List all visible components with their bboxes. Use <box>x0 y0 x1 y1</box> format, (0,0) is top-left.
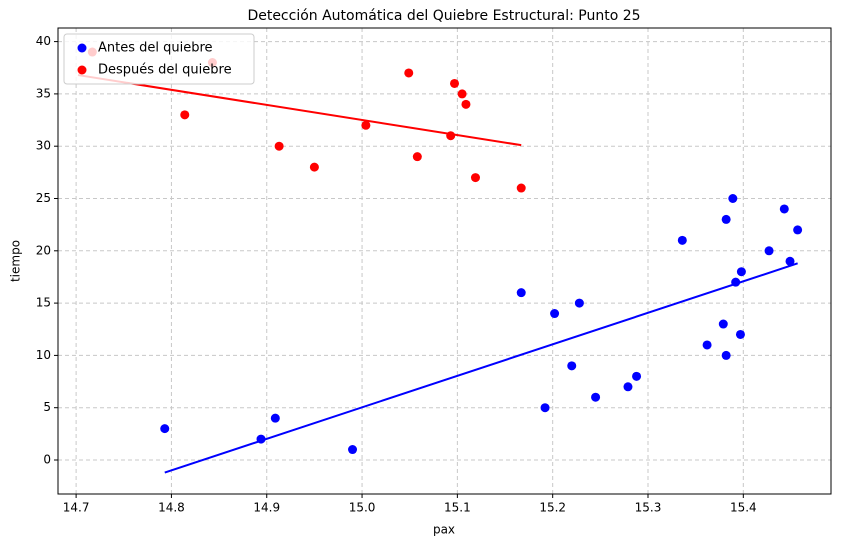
y-tick-label: 35 <box>36 86 51 100</box>
point <box>567 361 577 371</box>
y-tick-label: 25 <box>36 191 51 205</box>
point <box>718 319 728 329</box>
point <box>256 434 266 444</box>
x-tick-label: 15.1 <box>444 501 471 515</box>
point <box>735 329 745 339</box>
y-tick-label: 10 <box>36 348 51 362</box>
point <box>180 110 190 120</box>
point <box>457 89 467 99</box>
point <box>623 382 633 392</box>
point <box>160 424 170 434</box>
plot-frame <box>57 27 832 495</box>
legend-marker <box>77 43 87 53</box>
point <box>274 141 284 151</box>
point <box>309 162 319 172</box>
legend-marker <box>77 65 87 75</box>
point <box>461 99 471 109</box>
point <box>702 340 712 350</box>
x-tick-label: 14.7 <box>63 501 90 515</box>
point <box>516 288 526 298</box>
point <box>450 78 460 88</box>
y-tick-label: 0 <box>43 453 51 467</box>
y-tick-label: 30 <box>36 139 51 153</box>
point <box>591 392 601 402</box>
y-tick-label: 20 <box>36 243 51 257</box>
point <box>446 131 456 141</box>
x-tick-label: 15.0 <box>349 501 376 515</box>
y-tick-label: 15 <box>36 296 51 310</box>
point <box>516 183 526 193</box>
x-tick-label: 15.2 <box>539 501 566 515</box>
x-axis-label: pax <box>433 523 455 537</box>
point <box>361 120 371 130</box>
y-tick-label: 5 <box>43 400 51 414</box>
chart-title: Detección Automática del Quiebre Estruct… <box>247 8 640 24</box>
legend-label: Antes del quiebre <box>98 41 213 56</box>
legend-box <box>63 33 255 85</box>
point <box>721 350 731 360</box>
point <box>404 68 414 78</box>
point <box>677 235 687 245</box>
point <box>736 267 746 277</box>
point <box>764 246 774 256</box>
legend: Antes del quiebre Después del quiebre <box>63 33 255 85</box>
legend-label: Después del quiebre <box>98 63 232 78</box>
point <box>785 256 795 266</box>
point <box>540 403 550 413</box>
point <box>412 152 422 162</box>
point <box>632 371 642 381</box>
point <box>728 194 738 204</box>
point <box>550 309 560 319</box>
y-axis-label: tiempo <box>9 240 23 282</box>
y-tick-label: 40 <box>36 34 51 48</box>
x-tick-label: 15.3 <box>635 501 662 515</box>
x-tick-label: 14.8 <box>158 501 185 515</box>
point <box>270 413 280 423</box>
point <box>721 214 731 224</box>
point <box>348 445 358 455</box>
point <box>470 173 480 183</box>
point <box>574 298 584 308</box>
point <box>731 277 741 287</box>
point <box>793 225 803 235</box>
point <box>779 204 789 214</box>
fit-line <box>164 262 798 474</box>
x-tick-label: 14.9 <box>253 501 280 515</box>
x-tick-label: 15.4 <box>730 501 757 515</box>
